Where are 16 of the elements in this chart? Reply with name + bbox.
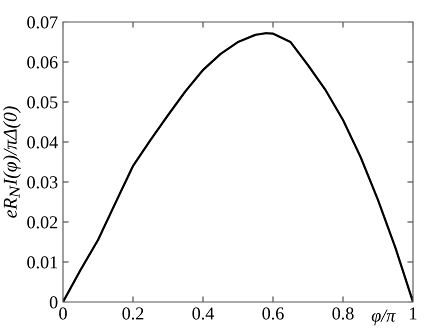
- x-tick-label: 0.4: [192, 307, 214, 320]
- y-axis-title: eR$_{N}$I(φ)/πΔ(0): [3, 106, 21, 218]
- x-tick-label: 0: [59, 307, 67, 320]
- y-tick-label: 0.07: [27, 16, 58, 29]
- y-tick-label: 0.04: [27, 136, 58, 149]
- y-tick-label: 0: [50, 296, 58, 308]
- x-tick-label: 1: [410, 307, 416, 320]
- y-tick-label: 0.01: [27, 256, 58, 269]
- x-axis-title: φ/π: [372, 310, 396, 326]
- y-tick-label: 0.05: [27, 96, 58, 109]
- y-tick-label: 0.03: [27, 176, 58, 189]
- x-tick-label: 0.8: [332, 307, 354, 320]
- x-tick-label: 0.2: [122, 307, 144, 320]
- y-tick-label: 0.02: [27, 216, 58, 229]
- x-tick-label: 0.6: [262, 307, 284, 320]
- y-tick-label: 0.06: [27, 56, 58, 69]
